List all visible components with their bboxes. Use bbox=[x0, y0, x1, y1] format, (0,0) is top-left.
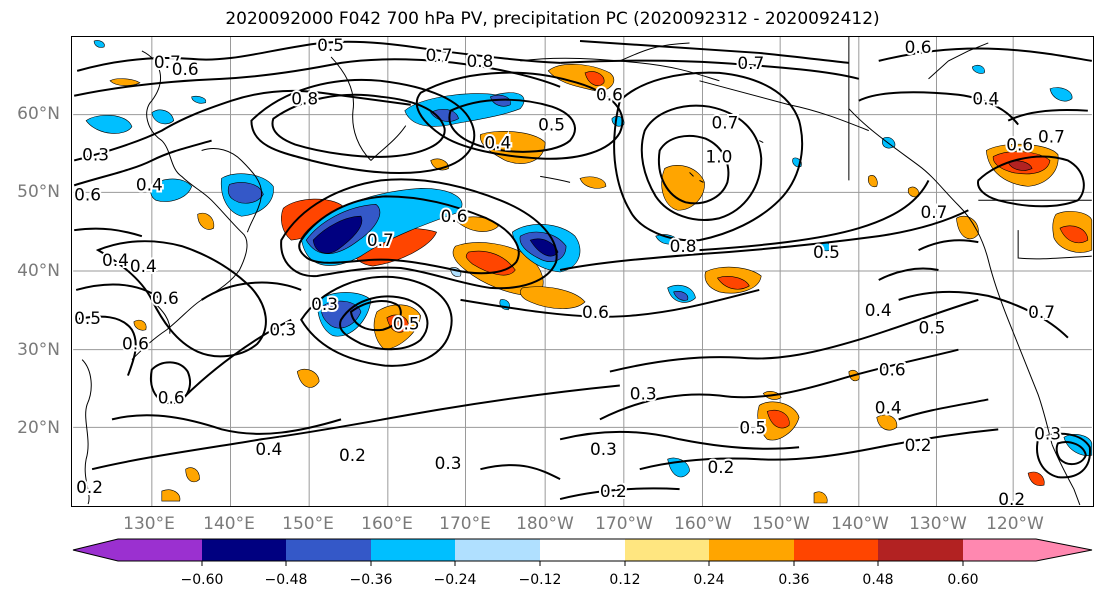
colorbar-tick-marks bbox=[201, 561, 964, 566]
contour-label: 0.8 bbox=[291, 89, 318, 109]
colorbar-segment bbox=[794, 539, 878, 561]
colorbar-segment bbox=[202, 539, 286, 561]
contour-label: 0.7 bbox=[154, 52, 181, 72]
figure-title: 2020092000 F042 700 hPa PV, precipitatio… bbox=[225, 9, 880, 29]
contour-label: 0.4 bbox=[484, 133, 511, 153]
lon-label: 130°E bbox=[123, 514, 175, 534]
contour-label: 0.4 bbox=[972, 89, 999, 109]
lon-label: 180°W bbox=[516, 514, 574, 534]
colorbar-tick-label: 0.24 bbox=[693, 572, 725, 588]
colorbar-tick-label: −0.36 bbox=[349, 572, 393, 588]
lat-label-50n: 50°N bbox=[17, 182, 60, 202]
contour-label: 0.7 bbox=[921, 202, 948, 222]
lon-label: 170°W bbox=[595, 514, 653, 534]
colorbar-segment bbox=[625, 539, 709, 561]
contour-label: 0.5 bbox=[74, 308, 101, 328]
colorbar-segment bbox=[540, 539, 625, 561]
lon-label: 120°W bbox=[986, 514, 1044, 534]
contour-label: 0.5 bbox=[739, 417, 766, 437]
contour-label: 0.2 bbox=[998, 489, 1025, 506]
contour-label: 0.6 bbox=[158, 387, 185, 407]
colorbar-tick-label: 0.48 bbox=[862, 572, 894, 588]
lon-label: 160°W bbox=[674, 514, 732, 534]
contour-label: 0.6 bbox=[172, 59, 199, 79]
contour-label: 0.7 bbox=[1028, 302, 1055, 322]
contour-label: 0.4 bbox=[255, 439, 282, 459]
contour-label: 0.2 bbox=[339, 445, 366, 465]
contour-label: 0.2 bbox=[76, 477, 103, 497]
map-panel: 0.5 0.7 0.6 0.7 0.8 0.7 0.6 0.4 0.8 0.3 … bbox=[71, 36, 1094, 507]
contour-label: 0.7 bbox=[711, 113, 738, 133]
contour-label: 0.7 bbox=[737, 53, 764, 73]
colorbar-tick-label: −0.48 bbox=[264, 572, 308, 588]
contour-label: 0.5 bbox=[813, 242, 840, 262]
pv-contours bbox=[73, 39, 1092, 500]
contour-label: 0.8 bbox=[466, 51, 493, 71]
contour-label: 0.5 bbox=[393, 314, 420, 334]
colorbar-segment bbox=[878, 539, 963, 561]
colorbar-tick-label: 0.36 bbox=[778, 572, 810, 588]
lon-label: 170°E bbox=[439, 514, 491, 534]
contour-label: 0.6 bbox=[74, 184, 101, 204]
contour-label: 0.6 bbox=[905, 37, 932, 57]
contour-label: 0.6 bbox=[441, 206, 468, 226]
contour-label: 0.6 bbox=[1006, 135, 1033, 155]
colorbar-tick-label: −0.24 bbox=[433, 572, 477, 588]
lon-label: 150°E bbox=[282, 514, 334, 534]
colorbar-tick-label: 0.12 bbox=[609, 572, 641, 588]
contour-label-layer: 0.5 0.7 0.6 0.7 0.8 0.7 0.6 0.4 0.8 0.3 … bbox=[72, 37, 1067, 506]
colorbar-segment bbox=[709, 539, 794, 561]
lon-label: 160°E bbox=[361, 514, 413, 534]
map-svg: 0.5 0.7 0.6 0.7 0.8 0.7 0.6 0.4 0.8 0.3 … bbox=[72, 37, 1093, 506]
contour-label: 0.3 bbox=[435, 453, 462, 473]
contour-label: 0.2 bbox=[905, 435, 932, 455]
colorbar-segment bbox=[371, 539, 455, 561]
contour-label: 0.5 bbox=[538, 115, 565, 135]
coastlines bbox=[81, 37, 1092, 506]
precip-positive-shading bbox=[109, 64, 1093, 504]
contour-label: 0.4 bbox=[130, 256, 157, 276]
contour-label: 0.5 bbox=[919, 318, 946, 338]
lon-label: 150°W bbox=[752, 514, 810, 534]
colorbar-segment bbox=[286, 539, 371, 561]
lat-label-20n: 20°N bbox=[17, 418, 60, 438]
contour-label: 0.3 bbox=[311, 294, 338, 314]
lat-label-40n: 40°N bbox=[17, 261, 60, 281]
colorbar-segment bbox=[455, 539, 540, 561]
lon-label: 130°W bbox=[909, 514, 967, 534]
contour-label: 0.6 bbox=[879, 360, 906, 380]
colorbar-segment bbox=[73, 539, 202, 561]
contour-label: 0.2 bbox=[707, 457, 734, 477]
lon-label: 140°E bbox=[203, 514, 255, 534]
lat-label-30n: 30°N bbox=[17, 340, 60, 360]
contour-label: 0.3 bbox=[590, 439, 617, 459]
colorbar-tick-label: −0.12 bbox=[518, 572, 562, 588]
contour-label: 0.6 bbox=[582, 302, 609, 322]
contour-label: 0.6 bbox=[152, 288, 179, 308]
contour-label: 0.2 bbox=[600, 481, 627, 501]
contour-label: 1.0 bbox=[705, 146, 732, 166]
precip-negative-shading bbox=[85, 40, 1093, 478]
lat-label-60n: 60°N bbox=[17, 104, 60, 124]
contour-label: 0.4 bbox=[136, 174, 163, 194]
contour-label: 0.5 bbox=[317, 37, 344, 55]
contour-label: 0.3 bbox=[630, 383, 657, 403]
contour-label: 0.6 bbox=[122, 334, 149, 354]
contour-label: 0.3 bbox=[82, 144, 109, 164]
contour-label: 0.4 bbox=[102, 250, 129, 270]
contour-label: 0.8 bbox=[670, 236, 697, 256]
colorbar-outline bbox=[72, 538, 1093, 562]
contour-label: 0.4 bbox=[875, 397, 902, 417]
colorbar-segment bbox=[963, 539, 1092, 561]
contour-label: 0.7 bbox=[367, 230, 394, 250]
contour-label: 0.4 bbox=[865, 300, 892, 320]
contour-label: 0.3 bbox=[1034, 423, 1061, 443]
colorbar-tick-label: 0.60 bbox=[947, 572, 979, 588]
contour-label: 0.3 bbox=[269, 320, 296, 340]
contour-label: 0.6 bbox=[596, 85, 623, 105]
contour-label: 0.7 bbox=[426, 45, 453, 65]
lon-label: 140°W bbox=[831, 514, 889, 534]
colorbar-tick-label: −0.60 bbox=[180, 572, 224, 588]
contour-label: 0.7 bbox=[1038, 127, 1065, 147]
